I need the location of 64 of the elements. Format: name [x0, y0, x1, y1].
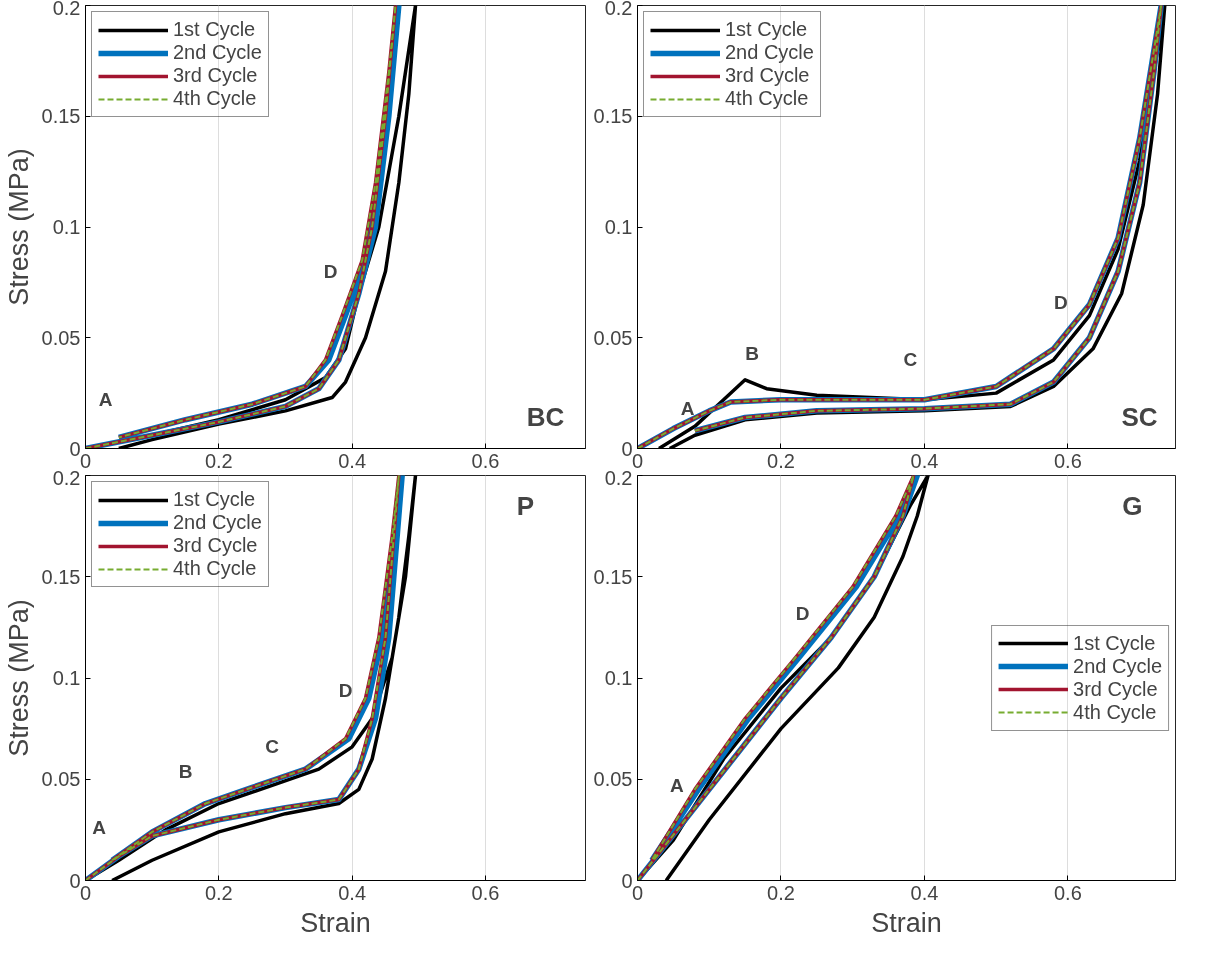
- annotation: B: [745, 342, 759, 364]
- y-axis-title: Stress (MPa): [3, 148, 34, 306]
- legend-label: 1st Cycle: [173, 18, 256, 41]
- x-tick-label: 0.4: [338, 881, 367, 904]
- annotation: A: [680, 398, 695, 420]
- annotation: G: [1122, 490, 1143, 521]
- legend-label: 3rd Cycle: [173, 64, 258, 87]
- x-tick-label: 0.2: [767, 881, 795, 904]
- legend-label: 2nd Cycle: [173, 41, 262, 64]
- y-tick-label: 0.15: [593, 105, 633, 128]
- y-tick-label: 0.1: [52, 216, 81, 238]
- x-axis-title: Strain: [871, 907, 942, 938]
- y-tick-label: 0.1: [604, 667, 633, 689]
- y-tick-label: 0.15: [41, 565, 81, 588]
- legend-label: 2nd Cycle: [725, 41, 814, 64]
- x-tick-label: 0.6: [471, 881, 500, 904]
- annotation: D: [795, 602, 810, 624]
- x-tick-label: 0.4: [338, 449, 367, 472]
- legend-label: 1st Cycle: [1073, 631, 1156, 655]
- y-tick-label: 0.05: [41, 768, 81, 791]
- legend-label: 2nd Cycle: [1073, 654, 1162, 678]
- annotation: C: [903, 349, 918, 371]
- y-tick-label: 0.2: [52, 466, 81, 489]
- annotation: B: [178, 760, 193, 782]
- x-tick-label: 0.4: [910, 449, 939, 472]
- x-axis-title: Strain: [300, 907, 371, 938]
- y-tick-label: 0.15: [593, 565, 633, 588]
- y-tick-label: 0.2: [52, 0, 81, 19]
- x-tick-label: 0.2: [767, 449, 795, 472]
- y-tick-label: 0.05: [593, 326, 633, 349]
- x-tick-label: 0.2: [204, 881, 233, 904]
- x-tick-label: 0.6: [1054, 449, 1082, 472]
- y-tick-label: 0.2: [604, 466, 633, 489]
- annotation: A: [98, 389, 113, 411]
- annotation: C: [265, 736, 280, 758]
- y-tick-label: 0.2: [604, 0, 633, 19]
- legend-label: 3rd Cycle: [173, 534, 258, 557]
- y-tick-label: 0.15: [41, 105, 81, 128]
- legend-label: 3rd Cycle: [1073, 677, 1158, 701]
- y-tick-label: 0.1: [52, 667, 81, 689]
- annotation: SC: [1121, 402, 1158, 433]
- y-axis-title: Stress (MPa): [3, 599, 34, 757]
- annotation: P: [516, 490, 535, 521]
- y-tick-label: 0.05: [593, 768, 633, 791]
- legend-label: 2nd Cycle: [173, 511, 262, 534]
- annotation: D: [338, 679, 353, 701]
- x-tick-label: 0.6: [471, 449, 500, 472]
- legend-label: 4th Cycle: [725, 87, 809, 110]
- x-tick-label: 0.2: [204, 449, 233, 472]
- legend-label: 3rd Cycle: [725, 64, 810, 87]
- annotation: BC: [526, 402, 565, 433]
- annotation: A: [669, 774, 684, 796]
- x-tick-label: 0.6: [1054, 881, 1082, 904]
- legend-label: 4th Cycle: [173, 557, 257, 580]
- x-tick-label: 0.4: [910, 881, 939, 904]
- legend-label: 4th Cycle: [1073, 700, 1157, 724]
- y-tick-label: 0.1: [604, 216, 633, 238]
- annotation: D: [323, 260, 338, 282]
- annotation: A: [92, 817, 107, 839]
- legend-label: 4th Cycle: [173, 87, 257, 110]
- legend-label: 1st Cycle: [173, 488, 256, 511]
- annotation: D: [1054, 291, 1068, 313]
- legend-label: 1st Cycle: [725, 18, 808, 41]
- y-tick-label: 0.05: [41, 326, 81, 349]
